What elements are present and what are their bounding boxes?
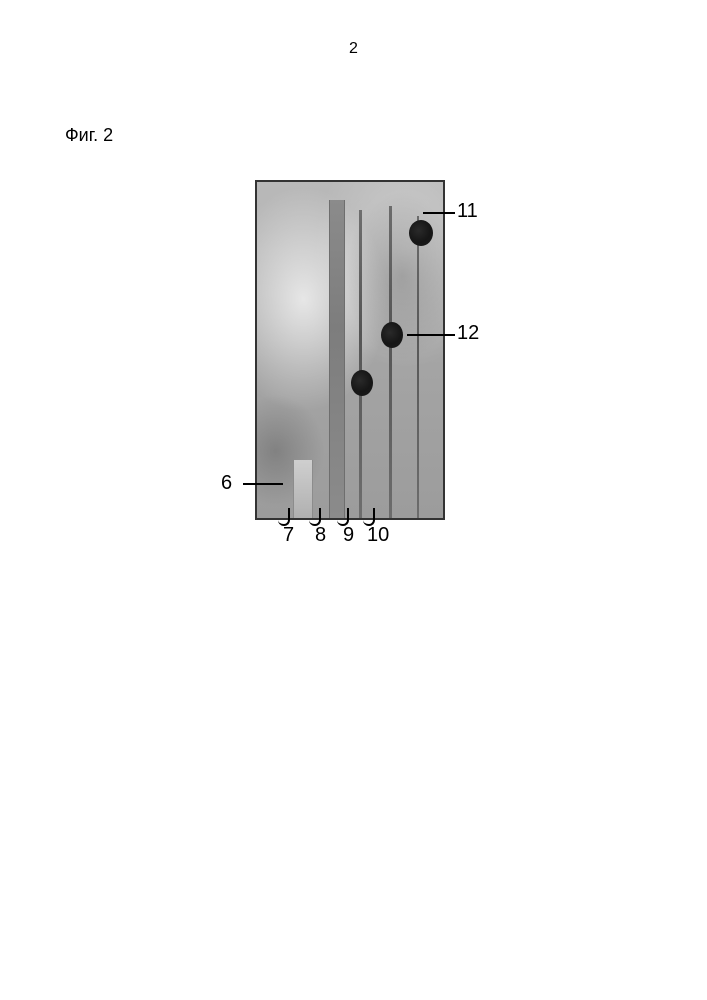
label-9: 9	[343, 524, 354, 547]
leader-line-11	[423, 212, 455, 214]
label-12: 12	[457, 322, 479, 345]
label-7: 7	[283, 524, 294, 547]
leader-line-6	[243, 483, 283, 485]
leader-line-12	[407, 334, 455, 336]
spot-lane11	[409, 220, 433, 246]
tlc-plate	[255, 180, 445, 520]
label-10: 10	[367, 524, 389, 547]
spot-lane9	[351, 370, 373, 396]
figure-wrap: 6 7 8 9 10 11 12	[225, 180, 505, 540]
spot-lane10	[381, 322, 403, 348]
lane-10	[389, 206, 392, 518]
label-11: 11	[457, 200, 478, 223]
label-6: 6	[221, 472, 232, 495]
lane-9	[359, 210, 362, 518]
lane-11	[417, 216, 419, 518]
lane-8	[329, 200, 345, 518]
label-8: 8	[315, 524, 326, 547]
figure-caption: Фиг. 2	[65, 125, 113, 146]
page-number: 2	[0, 40, 707, 58]
